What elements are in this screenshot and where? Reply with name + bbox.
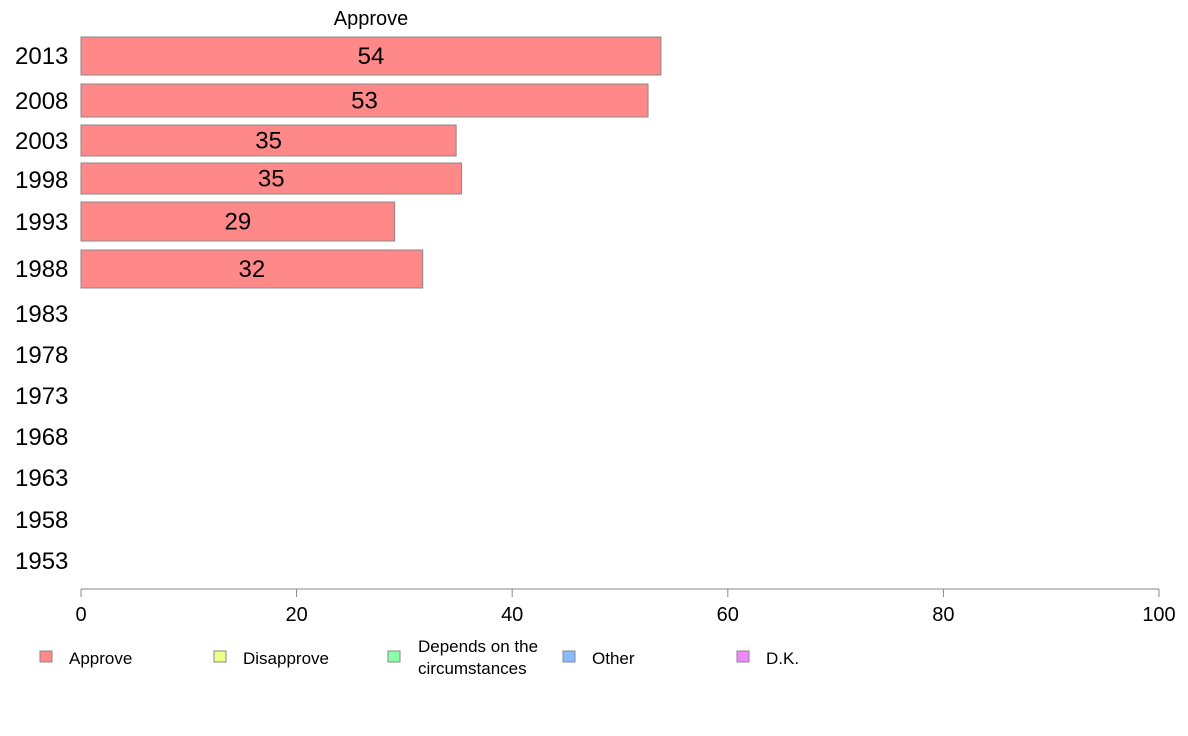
x-tick-label: 60 xyxy=(717,604,739,626)
bars-group: 54 53 35 35 29 32 xyxy=(80,36,662,289)
legend-label: circumstances xyxy=(418,659,527,678)
legend-label: Other xyxy=(592,649,635,668)
bar-value-label: 29 xyxy=(224,209,251,236)
legend-swatch xyxy=(736,650,750,663)
legend: Approve Disapprove Depends on the circumsta… xyxy=(39,637,799,678)
category-label: 1983 xyxy=(15,301,68,328)
bar xyxy=(80,124,457,157)
x-tick-label: 80 xyxy=(932,604,954,626)
bar xyxy=(80,201,396,242)
bar xyxy=(80,249,424,289)
x-axis: 0 20 40 60 80 100 xyxy=(75,588,1176,626)
category-label: 1958 xyxy=(15,507,68,534)
category-label: 1978 xyxy=(15,342,68,369)
category-label: 1993 xyxy=(15,209,68,236)
bar xyxy=(80,36,662,76)
legend-swatch xyxy=(213,650,227,663)
category-label: 1973 xyxy=(15,383,68,410)
category-label: 1963 xyxy=(15,465,68,492)
x-tick-label: 40 xyxy=(501,604,523,626)
legend-swatch xyxy=(562,650,576,663)
bar xyxy=(80,162,463,195)
legend-label: D.K. xyxy=(766,649,799,668)
panel-title: Approve xyxy=(334,8,409,30)
x-tick-label: 0 xyxy=(75,604,86,626)
bar-value-label: 35 xyxy=(258,166,285,193)
legend-swatch xyxy=(387,650,401,663)
category-label: 1968 xyxy=(15,424,68,451)
x-tick-label: 20 xyxy=(285,604,307,626)
category-label: 1953 xyxy=(15,548,68,575)
category-label: 2013 xyxy=(15,43,68,70)
bar-value-label: 54 xyxy=(358,43,385,70)
bar-value-label: 32 xyxy=(239,256,266,283)
bar-value-label: 53 xyxy=(351,88,378,115)
category-label: 1998 xyxy=(15,167,68,194)
legend-label: Depends on the xyxy=(418,637,538,656)
category-label: 2008 xyxy=(15,88,68,115)
category-label: 1988 xyxy=(15,256,68,283)
category-label: 2003 xyxy=(15,128,68,155)
legend-label: Approve xyxy=(69,649,132,668)
bar-value-label: 35 xyxy=(255,128,282,155)
legend-swatch xyxy=(39,650,53,663)
x-tick-label: 100 xyxy=(1142,604,1175,626)
category-labels-group: 2013 2008 2003 1998 1993 1988 1983 1978 1973 1968… xyxy=(15,43,68,575)
legend-label: Disapprove xyxy=(243,649,329,668)
bar xyxy=(80,83,649,118)
